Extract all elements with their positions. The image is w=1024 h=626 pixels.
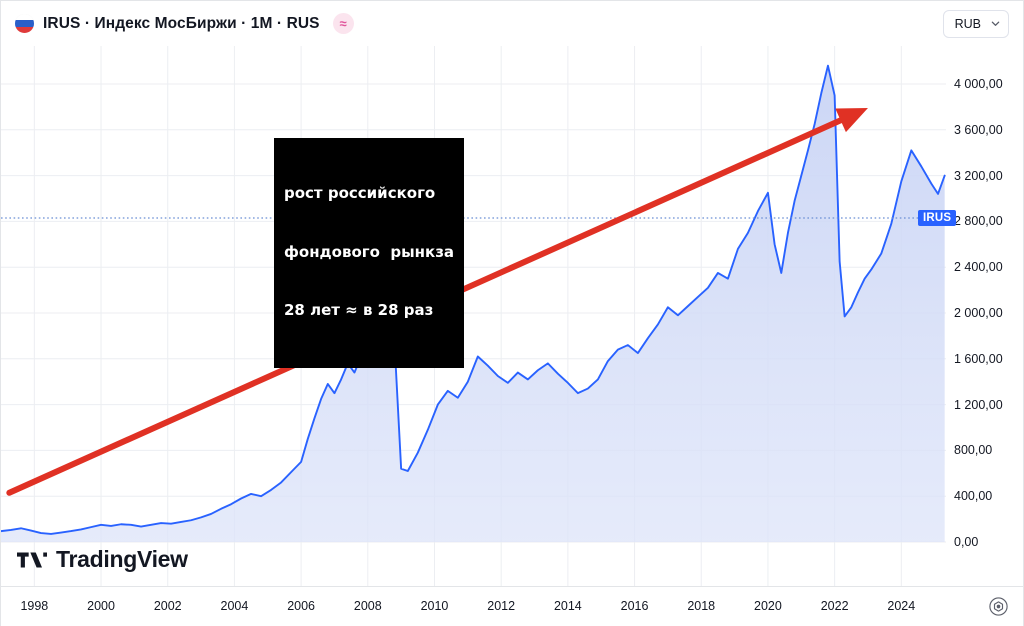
time-axis-label: 2008 — [353, 599, 382, 613]
time-axis-label: 2004 — [220, 599, 249, 613]
annotation-line-2: фондового рынкза — [284, 242, 455, 261]
reset-chart-icon[interactable] — [988, 596, 1009, 617]
time-axis-label: 2010 — [420, 599, 449, 613]
price-axis-label: 400,00 — [954, 489, 993, 504]
tradingview-watermark: TradingView — [17, 548, 188, 571]
chart-header: IRUS · Индекс МосБиржи · 1M · RUS ≈ RUB — [1, 1, 1023, 46]
time-axis-label: 2000 — [87, 599, 115, 613]
price-axis-label: 2 400,00 — [954, 260, 1003, 275]
time-axis-label: 2016 — [620, 599, 649, 613]
current-price-tag[interactable]: IRUS — [918, 209, 957, 226]
price-axis-label: 800,00 — [954, 443, 993, 458]
chart-plot-area[interactable] — [1, 46, 948, 586]
price-axis-label: 0,00 — [954, 535, 979, 549]
price-line — [1, 64, 946, 535]
time-axis-label: 2014 — [553, 599, 582, 613]
annotation-textbox[interactable]: рост российского фондового рынкза 28 лет… — [274, 138, 465, 368]
time-axis-label: 2012 — [487, 599, 516, 613]
symbol-block[interactable]: IRUS · Индекс МосБиржи · 1M · RUS — [15, 14, 320, 33]
currency-select[interactable]: RUB — [942, 9, 1009, 38]
price-axis-label: 2 000,00 — [954, 306, 1003, 320]
chevron-down-icon — [991, 21, 1000, 26]
russia-flag-icon — [15, 14, 34, 33]
price-axis-label: 4 000,00 — [954, 77, 1003, 91]
price-axis-label: 2 800,00 — [954, 214, 1003, 229]
time-axis-label: 2020 — [754, 599, 782, 613]
symbol-title[interactable]: IRUS · Индекс МосБиржи · 1M · RUS — [43, 14, 320, 32]
time-axis-label: 2002 — [153, 599, 182, 613]
time-axis-label: 1998 — [20, 599, 49, 613]
time-axis-label: 2018 — [687, 599, 716, 613]
price-axis[interactable]: 4 000,00 3 600,00 3 200,00 2 800,00 2 400,00… — [946, 46, 1023, 586]
price-axis-label: 1 200,00 — [954, 397, 1003, 412]
price-area-fill — [1, 65, 945, 543]
price-axis-label: 1 600,00 — [954, 351, 1003, 366]
annotation-line-3: 28 лет ≈ в 28 раз — [284, 301, 434, 319]
time-axis-label: 2024 — [887, 599, 916, 613]
approx-badge-icon[interactable]: ≈ — [332, 13, 354, 34]
annotation-line-1: рост российского — [284, 184, 436, 202]
time-axis[interactable]: 1998 2000 2002 2004 2006 2008 2010 2012 2014 2016… — [1, 586, 1023, 626]
time-axis-label: 2022 — [820, 599, 849, 613]
arrow-head — [835, 108, 868, 133]
currency-label: RUB — [954, 16, 981, 31]
price-axis-label: 3 600,00 — [954, 122, 1003, 137]
tradingview-brand-text: TradingView — [56, 546, 188, 572]
time-axis-label: 2006 — [287, 599, 315, 613]
price-chart-svg — [1, 46, 948, 586]
tradingview-logo-icon — [17, 552, 47, 567]
price-axis-label: 3 200,00 — [954, 168, 1003, 183]
